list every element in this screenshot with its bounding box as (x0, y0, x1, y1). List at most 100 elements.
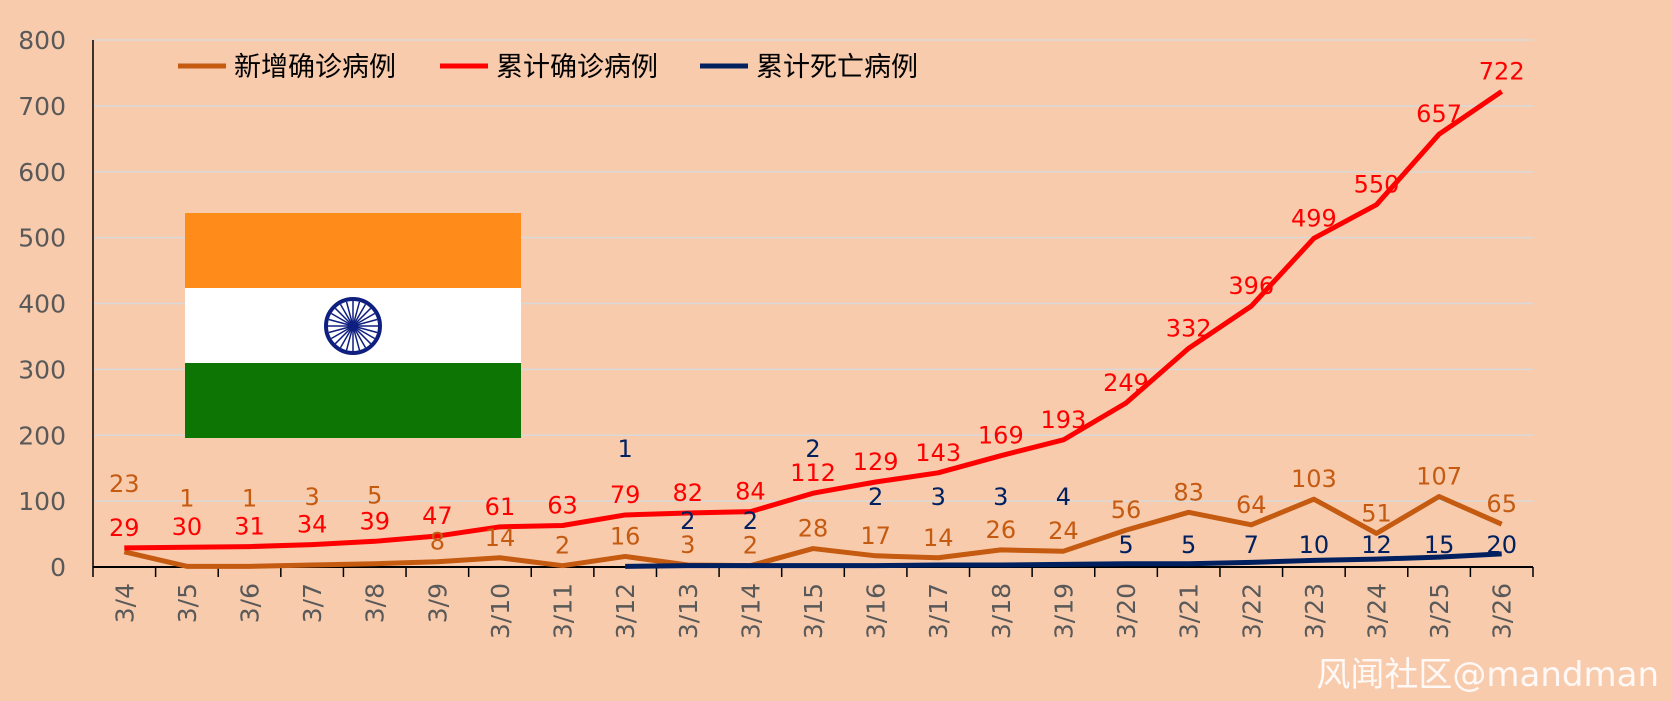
series-line-2 (625, 551, 1502, 569)
legend: 新增确诊病例 累计确诊病例 累计死亡病例 (178, 52, 918, 83)
data-label: 79 (610, 481, 641, 509)
data-label: 2 (868, 483, 883, 511)
data-label: 5 (367, 482, 382, 510)
data-label: 2 (555, 532, 570, 560)
data-label: 26 (986, 516, 1017, 544)
data-label: 550 (1354, 171, 1400, 199)
chakra-spoke (352, 318, 378, 327)
data-label: 249 (1103, 369, 1149, 397)
chakra-spoke (352, 312, 376, 327)
data-label: 63 (547, 491, 578, 519)
chakra-spoke (334, 325, 354, 345)
chakra-spoke (352, 325, 376, 340)
chakra-spoke (352, 303, 367, 327)
x-tick-label: 3/20 (1112, 583, 1141, 639)
data-label: 657 (1416, 100, 1462, 128)
data-label: 2 (743, 507, 758, 535)
y-tick-label: 800 (18, 26, 66, 55)
data-label: 39 (359, 507, 390, 535)
chakra-spoke (345, 301, 354, 327)
chakra-spoke (345, 325, 354, 351)
data-label: 169 (978, 422, 1024, 450)
data-label: 5 (1181, 531, 1196, 559)
x-tick-label: 3/19 (1049, 583, 1078, 639)
x-tick-label: 3/13 (674, 583, 703, 639)
chakra-spoke (352, 325, 361, 351)
x-tick-label: 3/8 (361, 583, 390, 623)
data-label: 332 (1166, 314, 1212, 342)
data-label: 14 (485, 524, 516, 552)
data-label: 107 (1416, 463, 1462, 491)
data-label: 82 (673, 479, 704, 507)
data-label: 51 (1361, 499, 1392, 527)
legend-label: 累计死亡病例 (756, 52, 918, 83)
y-tick-label: 200 (18, 421, 66, 450)
chakra-spoke (330, 325, 354, 340)
data-label: 14 (923, 524, 954, 552)
x-tick-label: 3/14 (736, 583, 765, 639)
data-label: 103 (1291, 465, 1337, 493)
chakra-spoke (334, 307, 354, 327)
data-label: 84 (735, 478, 766, 506)
chakra-spoke (328, 318, 354, 327)
data-label: 47 (422, 502, 453, 530)
data-label: 5 (1118, 531, 1133, 559)
x-tick-label: 3/26 (1488, 583, 1517, 639)
data-label: 3 (304, 483, 319, 511)
data-label: 10 (1299, 531, 1330, 559)
flag-green-band (185, 363, 521, 438)
data-label: 34 (297, 511, 328, 539)
data-label: 2 (743, 532, 758, 560)
data-label: 499 (1291, 204, 1337, 232)
data-label: 143 (915, 439, 961, 467)
x-tick-label: 3/21 (1175, 583, 1204, 639)
y-tick-label: 700 (18, 92, 66, 121)
chakra-spoke (339, 303, 354, 327)
x-tick-label: 3/11 (549, 583, 578, 639)
data-label: 24 (1048, 517, 1079, 545)
data-label: 193 (1041, 406, 1087, 434)
chakra-spoke (328, 325, 354, 334)
x-tick-label: 3/9 (423, 583, 452, 623)
x-tick-label: 3/12 (611, 583, 640, 639)
data-label: 8 (430, 528, 445, 556)
x-tick-label: 3/5 (173, 583, 202, 623)
data-label: 396 (1228, 272, 1274, 300)
legend-label: 新增确诊病例 (234, 52, 396, 83)
data-label: 3 (993, 483, 1008, 511)
data-label: 20 (1486, 531, 1517, 559)
flag-saffron-band (185, 213, 521, 288)
data-label: 3 (680, 531, 695, 559)
y-tick-label: 400 (18, 290, 66, 319)
data-label: 83 (1173, 478, 1204, 506)
data-label: 56 (1111, 496, 1142, 524)
data-label: 29 (109, 514, 140, 542)
watermark: 风闻社区@mandman (1316, 655, 1659, 695)
chakra-spoke (352, 325, 378, 334)
chakra-spoke (352, 301, 361, 327)
x-tick-label: 3/24 (1362, 583, 1391, 639)
data-label: 2 (680, 507, 695, 535)
data-label: 12 (1361, 531, 1392, 559)
data-label: 129 (853, 448, 899, 476)
data-label: 1 (179, 484, 194, 512)
data-label: 16 (610, 522, 641, 550)
data-label: 31 (234, 513, 265, 541)
y-tick-label: 500 (18, 224, 66, 253)
x-tick-label: 3/25 (1425, 583, 1454, 639)
data-label: 30 (172, 513, 203, 541)
legend-label: 累计确诊病例 (496, 52, 658, 83)
data-label: 1 (242, 484, 257, 512)
chakra-spoke (352, 307, 372, 327)
ashoka-chakra (324, 297, 382, 355)
y-tick-label: 300 (18, 355, 66, 384)
x-tick-label: 3/15 (799, 583, 828, 639)
x-tick-label: 3/6 (236, 583, 265, 623)
x-tick-label: 3/22 (1237, 583, 1266, 639)
data-label: 15 (1424, 531, 1455, 559)
data-label: 7 (1244, 531, 1259, 559)
x-tick-label: 3/10 (486, 583, 515, 639)
data-label: 17 (860, 522, 891, 550)
chakra-spoke (352, 325, 372, 345)
data-label: 61 (485, 493, 516, 521)
